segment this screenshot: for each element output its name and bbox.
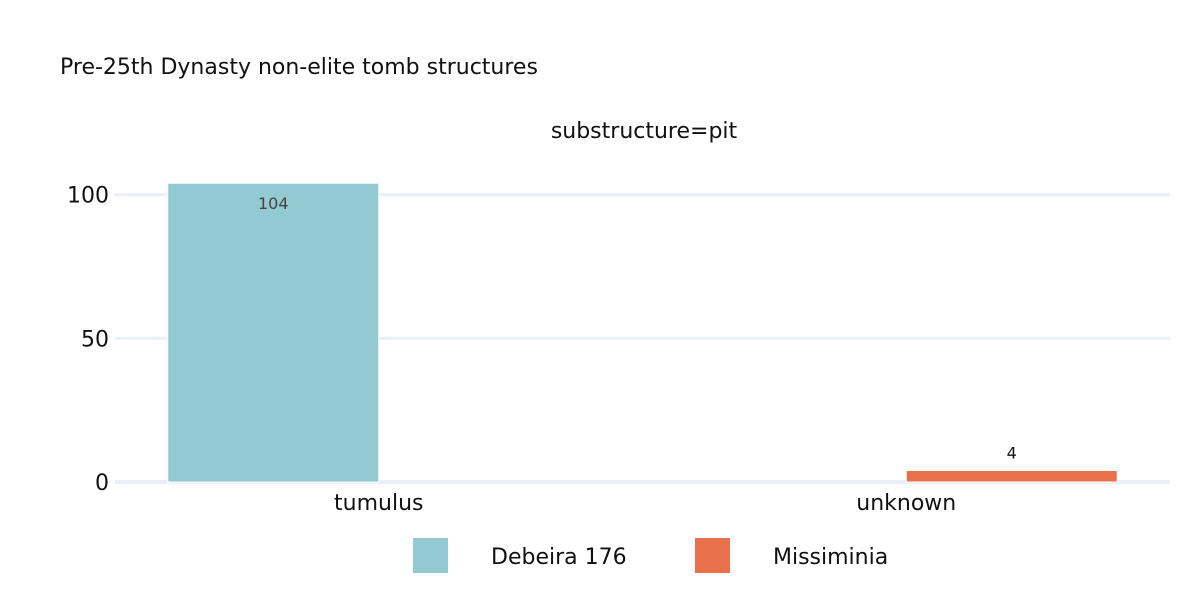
legend-label: Missiminia: [773, 545, 888, 570]
bar-data-label: 4: [1007, 444, 1017, 463]
bar: [167, 182, 380, 483]
y-tick-label: 50: [81, 327, 109, 352]
y-tick-label: 0: [95, 471, 109, 496]
bar: [905, 470, 1118, 483]
y-tick-label: 100: [67, 184, 109, 209]
legend-item[interactable]: Debeira 176: [413, 538, 627, 573]
x-axis-ticks: tumulus unknown: [334, 491, 956, 516]
legend-label: Debeira 176: [491, 545, 627, 570]
legend[interactable]: Debeira 176 Missiminia: [413, 538, 888, 573]
legend-swatch: [695, 538, 730, 573]
chart-title: Pre-25th Dynasty non-elite tomb structur…: [60, 55, 538, 80]
x-tick-label: tumulus: [334, 491, 423, 516]
facet-label: substructure=pit: [551, 119, 738, 144]
bars: 104 4: [167, 182, 1118, 483]
bar-data-label: 104: [258, 194, 289, 213]
y-axis-ticks: 0 50 100: [67, 184, 109, 496]
legend-swatch: [413, 538, 448, 573]
x-tick-label: unknown: [856, 491, 956, 516]
legend-item[interactable]: Missiminia: [695, 538, 888, 573]
